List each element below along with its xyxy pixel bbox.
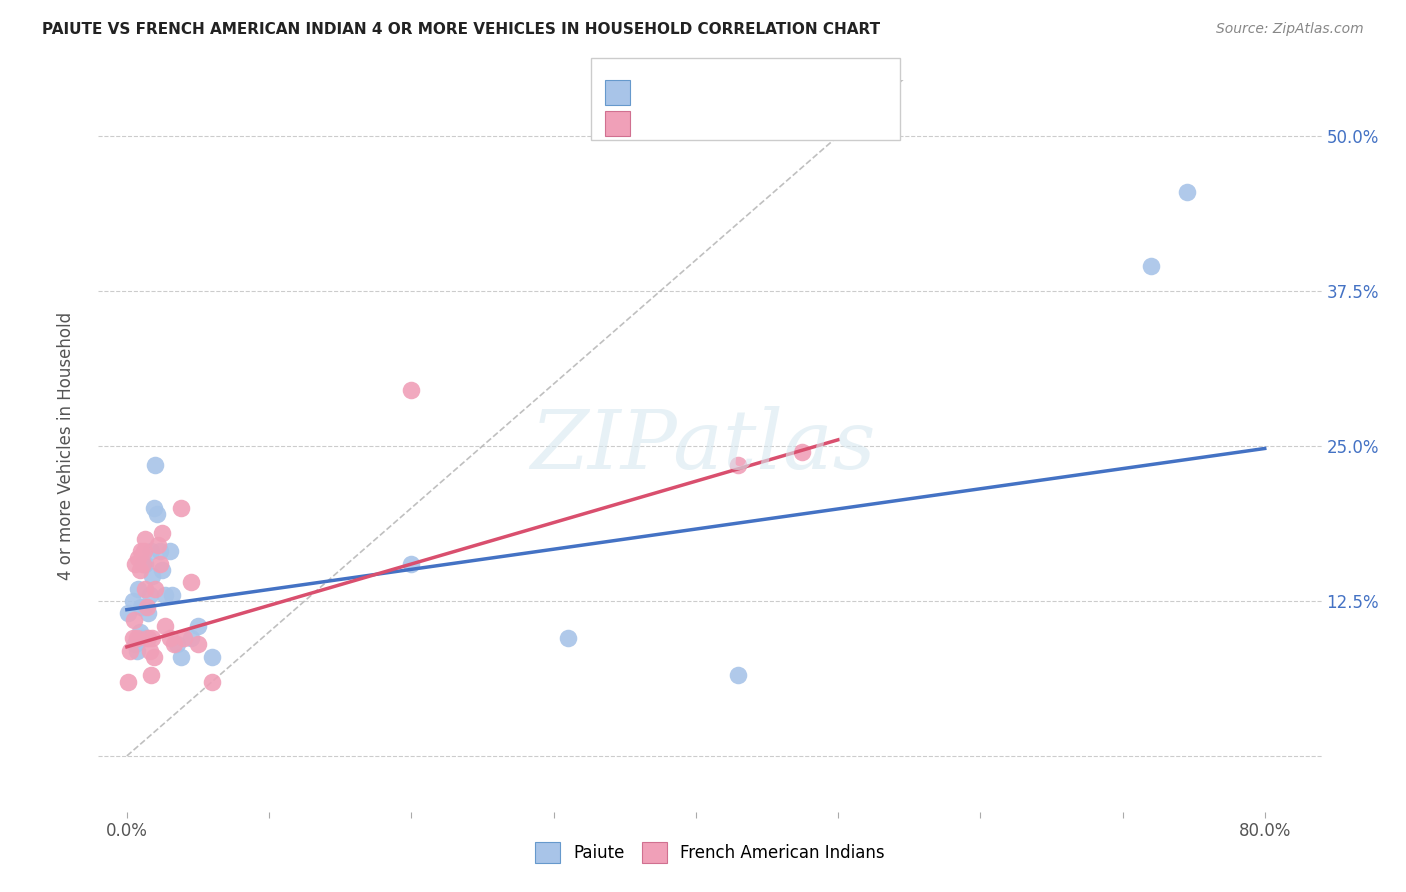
Point (401, 383, 423, 397)
Point (792, 445, 814, 459)
Y-axis label: 4 or more Vehicles in Household: 4 or more Vehicles in Household (56, 312, 75, 580)
Point (159, 544, 181, 558)
Point (155, 588, 177, 602)
Point (124, 557, 146, 571)
Point (132, 544, 155, 558)
Point (170, 649, 193, 664)
Point (117, 674, 139, 689)
Point (131, 557, 153, 571)
Point (727, 458, 749, 472)
Point (134, 532, 156, 546)
Point (121, 594, 143, 608)
Point (134, 582, 156, 596)
Point (124, 637, 146, 651)
Point (152, 525, 174, 540)
Point (132, 600, 155, 615)
Point (187, 637, 209, 651)
Text: 0.575: 0.575 (668, 94, 720, 112)
Point (127, 582, 149, 596)
Text: ZIPatlas: ZIPatlas (530, 406, 876, 486)
Point (201, 649, 224, 664)
Text: 34: 34 (763, 62, 787, 80)
Point (135, 600, 157, 615)
Point (127, 550, 149, 565)
Point (136, 607, 159, 621)
Text: N =: N = (725, 62, 773, 80)
Point (131, 557, 153, 571)
Point (139, 544, 162, 558)
Point (401, 557, 423, 571)
Point (134, 557, 156, 571)
Point (1175, 185, 1198, 199)
Point (142, 500, 165, 515)
Point (139, 668, 162, 682)
Text: R =: R = (641, 62, 678, 80)
Point (727, 668, 749, 682)
Text: R =: R = (641, 94, 678, 112)
Point (117, 607, 139, 621)
Point (173, 631, 195, 645)
Point (141, 569, 163, 583)
Point (162, 588, 184, 602)
Point (557, 631, 579, 645)
Point (145, 507, 167, 521)
Point (149, 557, 172, 571)
Point (1140, 259, 1163, 273)
Point (125, 631, 148, 645)
Point (159, 631, 181, 645)
Legend: Paiute, French American Indians: Paiute, French American Indians (529, 836, 891, 869)
Point (135, 631, 157, 645)
Text: 34: 34 (763, 94, 787, 112)
Point (129, 600, 152, 615)
Point (187, 619, 209, 633)
Point (146, 538, 169, 552)
Point (180, 575, 202, 590)
Point (122, 613, 145, 627)
Point (125, 643, 148, 657)
Point (118, 643, 141, 657)
Point (136, 631, 159, 645)
Point (128, 624, 150, 639)
Point (149, 544, 172, 558)
Point (201, 674, 224, 689)
Point (155, 619, 177, 633)
Point (121, 631, 143, 645)
Point (152, 563, 174, 577)
Point (163, 637, 186, 651)
Point (180, 631, 202, 645)
Point (143, 582, 166, 596)
Text: N =: N = (725, 94, 773, 112)
Point (166, 637, 188, 651)
Text: PAIUTE VS FRENCH AMERICAN INDIAN 4 OR MORE VEHICLES IN HOUSEHOLD CORRELATION CHA: PAIUTE VS FRENCH AMERICAN INDIAN 4 OR MO… (42, 22, 880, 37)
Text: 0.406: 0.406 (668, 62, 720, 80)
Point (128, 563, 150, 577)
Point (170, 500, 193, 515)
Text: Source: ZipAtlas.com: Source: ZipAtlas.com (1216, 22, 1364, 37)
Point (138, 643, 160, 657)
Point (143, 458, 166, 472)
Point (129, 544, 152, 558)
Point (138, 588, 160, 602)
Point (131, 631, 153, 645)
Point (142, 649, 165, 664)
Point (141, 631, 163, 645)
